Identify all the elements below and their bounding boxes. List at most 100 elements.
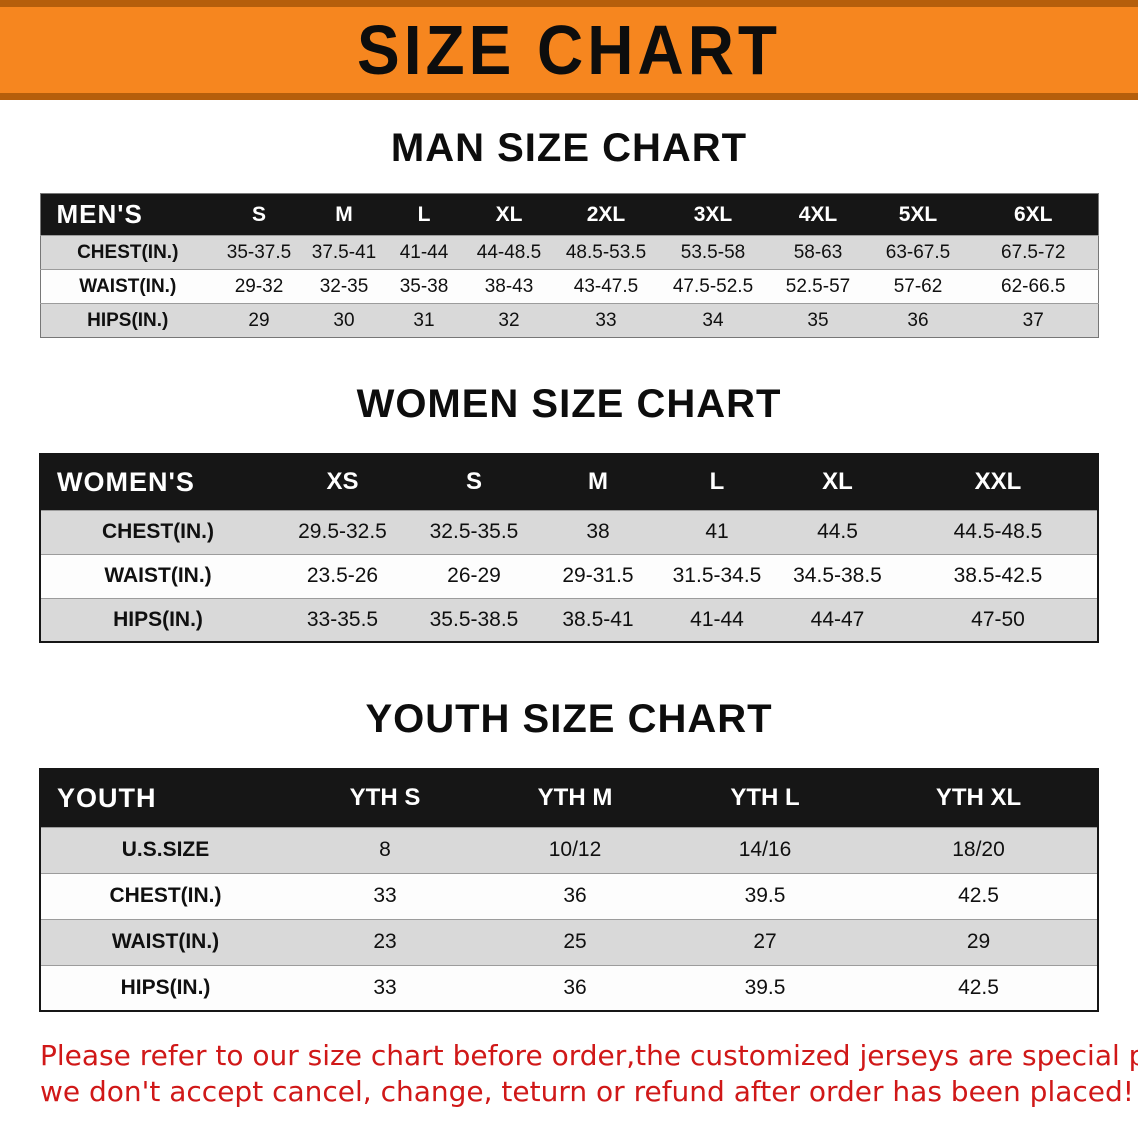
size-value: 44-47 bbox=[776, 597, 899, 642]
youth-size-table: YOUTH YTH S YTH M YTH L YTH XL U.S.SIZE … bbox=[39, 768, 1099, 1012]
size-value: 10/12 bbox=[480, 826, 670, 873]
size-value: 33 bbox=[555, 303, 657, 338]
size-value: 44.5 bbox=[776, 509, 899, 554]
size-value: 31 bbox=[385, 303, 463, 338]
size-header-cell: S bbox=[215, 193, 303, 236]
youth-hips-row: HIPS(IN.) 33 36 39.5 42.5 bbox=[40, 964, 1098, 1011]
youth-chest-row: CHEST(IN.) 33 36 39.5 42.5 bbox=[40, 872, 1098, 919]
measure-label: U.S.SIZE bbox=[40, 826, 290, 873]
youth-table-title: YOUTH bbox=[40, 769, 290, 827]
disclaimer: Please refer to our size chart before or… bbox=[40, 1038, 1138, 1111]
banner: SIZE CHART bbox=[0, 0, 1138, 100]
men-waist-row: WAIST(IN.) 29-32 32-35 35-38 38-43 43-47… bbox=[40, 269, 1098, 304]
disclaimer-line-2: we don't accept cancel, change, teturn o… bbox=[40, 1075, 1135, 1109]
men-hips-row: HIPS(IN.) 29 30 31 32 33 34 35 36 37 bbox=[40, 303, 1098, 338]
size-value: 39.5 bbox=[670, 872, 860, 919]
youth-waist-row: WAIST(IN.) 23 25 27 29 bbox=[40, 918, 1098, 965]
measure-label: CHEST(IN.) bbox=[40, 235, 215, 270]
measure-label: CHEST(IN.) bbox=[40, 509, 275, 554]
size-value: 41-44 bbox=[658, 597, 776, 642]
men-chest-row: CHEST(IN.) 35-37.5 37.5-41 41-44 44-48.5… bbox=[40, 235, 1098, 270]
size-value: 35.5-38.5 bbox=[410, 597, 538, 642]
size-value: 38-43 bbox=[463, 269, 555, 304]
men-size-table: MEN'S S M L XL 2XL 3XL 4XL 5XL 6XL CHEST… bbox=[39, 193, 1099, 338]
size-value: 32-35 bbox=[303, 269, 385, 304]
women-hips-row: HIPS(IN.) 33-35.5 35.5-38.5 38.5-41 41-4… bbox=[40, 597, 1098, 642]
measure-label: WAIST(IN.) bbox=[40, 269, 215, 304]
women-table-title: WOMEN'S bbox=[40, 454, 275, 510]
measure-label: HIPS(IN.) bbox=[40, 964, 290, 1011]
size-value: 29-32 bbox=[215, 269, 303, 304]
measure-label: CHEST(IN.) bbox=[40, 872, 290, 919]
women-header-row: WOMEN'S XS S M L XL XXL bbox=[40, 454, 1098, 510]
size-value: 14/16 bbox=[670, 826, 860, 873]
men-header-row: MEN'S S M L XL 2XL 3XL 4XL 5XL 6XL bbox=[40, 193, 1098, 236]
women-section-heading: WOMEN SIZE CHART bbox=[356, 382, 782, 426]
size-value: 30 bbox=[303, 303, 385, 338]
size-value: 33 bbox=[290, 872, 480, 919]
size-value: 58-63 bbox=[769, 235, 867, 270]
size-header-cell: L bbox=[385, 193, 463, 236]
size-header-cell: M bbox=[303, 193, 385, 236]
size-header-cell: YTH S bbox=[290, 769, 480, 827]
size-value: 44.5-48.5 bbox=[899, 509, 1098, 554]
size-value: 37 bbox=[969, 303, 1098, 338]
size-value: 48.5-53.5 bbox=[555, 235, 657, 270]
size-value: 38.5-42.5 bbox=[899, 553, 1098, 598]
size-value: 29.5-32.5 bbox=[275, 509, 410, 554]
size-header-cell: 4XL bbox=[769, 193, 867, 236]
size-value: 33-35.5 bbox=[275, 597, 410, 642]
size-value: 18/20 bbox=[860, 826, 1098, 873]
men-section-heading: MAN SIZE CHART bbox=[390, 126, 748, 170]
size-value: 62-66.5 bbox=[969, 269, 1098, 304]
size-value: 33 bbox=[290, 964, 480, 1011]
size-value: 53.5-58 bbox=[657, 235, 769, 270]
youth-ussize-row: U.S.SIZE 8 10/12 14/16 18/20 bbox=[40, 826, 1098, 873]
size-header-cell: 3XL bbox=[657, 193, 769, 236]
women-chest-row: CHEST(IN.) 29.5-32.5 32.5-35.5 38 41 44.… bbox=[40, 509, 1098, 554]
size-header-cell: XL bbox=[776, 454, 899, 510]
men-table-title: MEN'S bbox=[40, 193, 215, 236]
size-value: 29 bbox=[860, 918, 1098, 965]
size-value: 37.5-41 bbox=[303, 235, 385, 270]
size-value: 35-38 bbox=[385, 269, 463, 304]
size-value: 42.5 bbox=[860, 872, 1098, 919]
size-value: 57-62 bbox=[867, 269, 969, 304]
size-value: 39.5 bbox=[670, 964, 860, 1011]
size-header-cell: YTH M bbox=[480, 769, 670, 827]
size-value: 42.5 bbox=[860, 964, 1098, 1011]
measure-label: WAIST(IN.) bbox=[40, 918, 290, 965]
size-value: 32.5-35.5 bbox=[410, 509, 538, 554]
size-value: 36 bbox=[480, 872, 670, 919]
size-value: 29-31.5 bbox=[538, 553, 658, 598]
measure-label: WAIST(IN.) bbox=[40, 553, 275, 598]
youth-section-heading: YOUTH SIZE CHART bbox=[365, 697, 773, 741]
size-value: 43-47.5 bbox=[555, 269, 657, 304]
women-waist-row: WAIST(IN.) 23.5-26 26-29 29-31.5 31.5-34… bbox=[40, 553, 1098, 598]
size-value: 34.5-38.5 bbox=[776, 553, 899, 598]
size-value: 27 bbox=[670, 918, 860, 965]
size-value: 52.5-57 bbox=[769, 269, 867, 304]
size-header-cell: XL bbox=[463, 193, 555, 236]
size-value: 25 bbox=[480, 918, 670, 965]
size-value: 67.5-72 bbox=[969, 235, 1098, 270]
size-header-cell: XXL bbox=[899, 454, 1098, 510]
size-value: 36 bbox=[867, 303, 969, 338]
size-value: 38.5-41 bbox=[538, 597, 658, 642]
size-header-cell: M bbox=[538, 454, 658, 510]
size-header-cell: YTH XL bbox=[860, 769, 1098, 827]
size-value: 47.5-52.5 bbox=[657, 269, 769, 304]
size-value: 26-29 bbox=[410, 553, 538, 598]
size-value: 63-67.5 bbox=[867, 235, 969, 270]
disclaimer-line-1: Please refer to our size chart before or… bbox=[40, 1039, 1138, 1072]
size-value: 35-37.5 bbox=[215, 235, 303, 270]
women-size-table: WOMEN'S XS S M L XL XXL CHEST(IN.) 29.5-… bbox=[39, 453, 1099, 643]
size-value: 36 bbox=[480, 964, 670, 1011]
size-header-cell: L bbox=[658, 454, 776, 510]
size-value: 23.5-26 bbox=[275, 553, 410, 598]
size-value: 38 bbox=[538, 509, 658, 554]
size-value: 34 bbox=[657, 303, 769, 338]
size-value: 8 bbox=[290, 826, 480, 873]
size-value: 35 bbox=[769, 303, 867, 338]
